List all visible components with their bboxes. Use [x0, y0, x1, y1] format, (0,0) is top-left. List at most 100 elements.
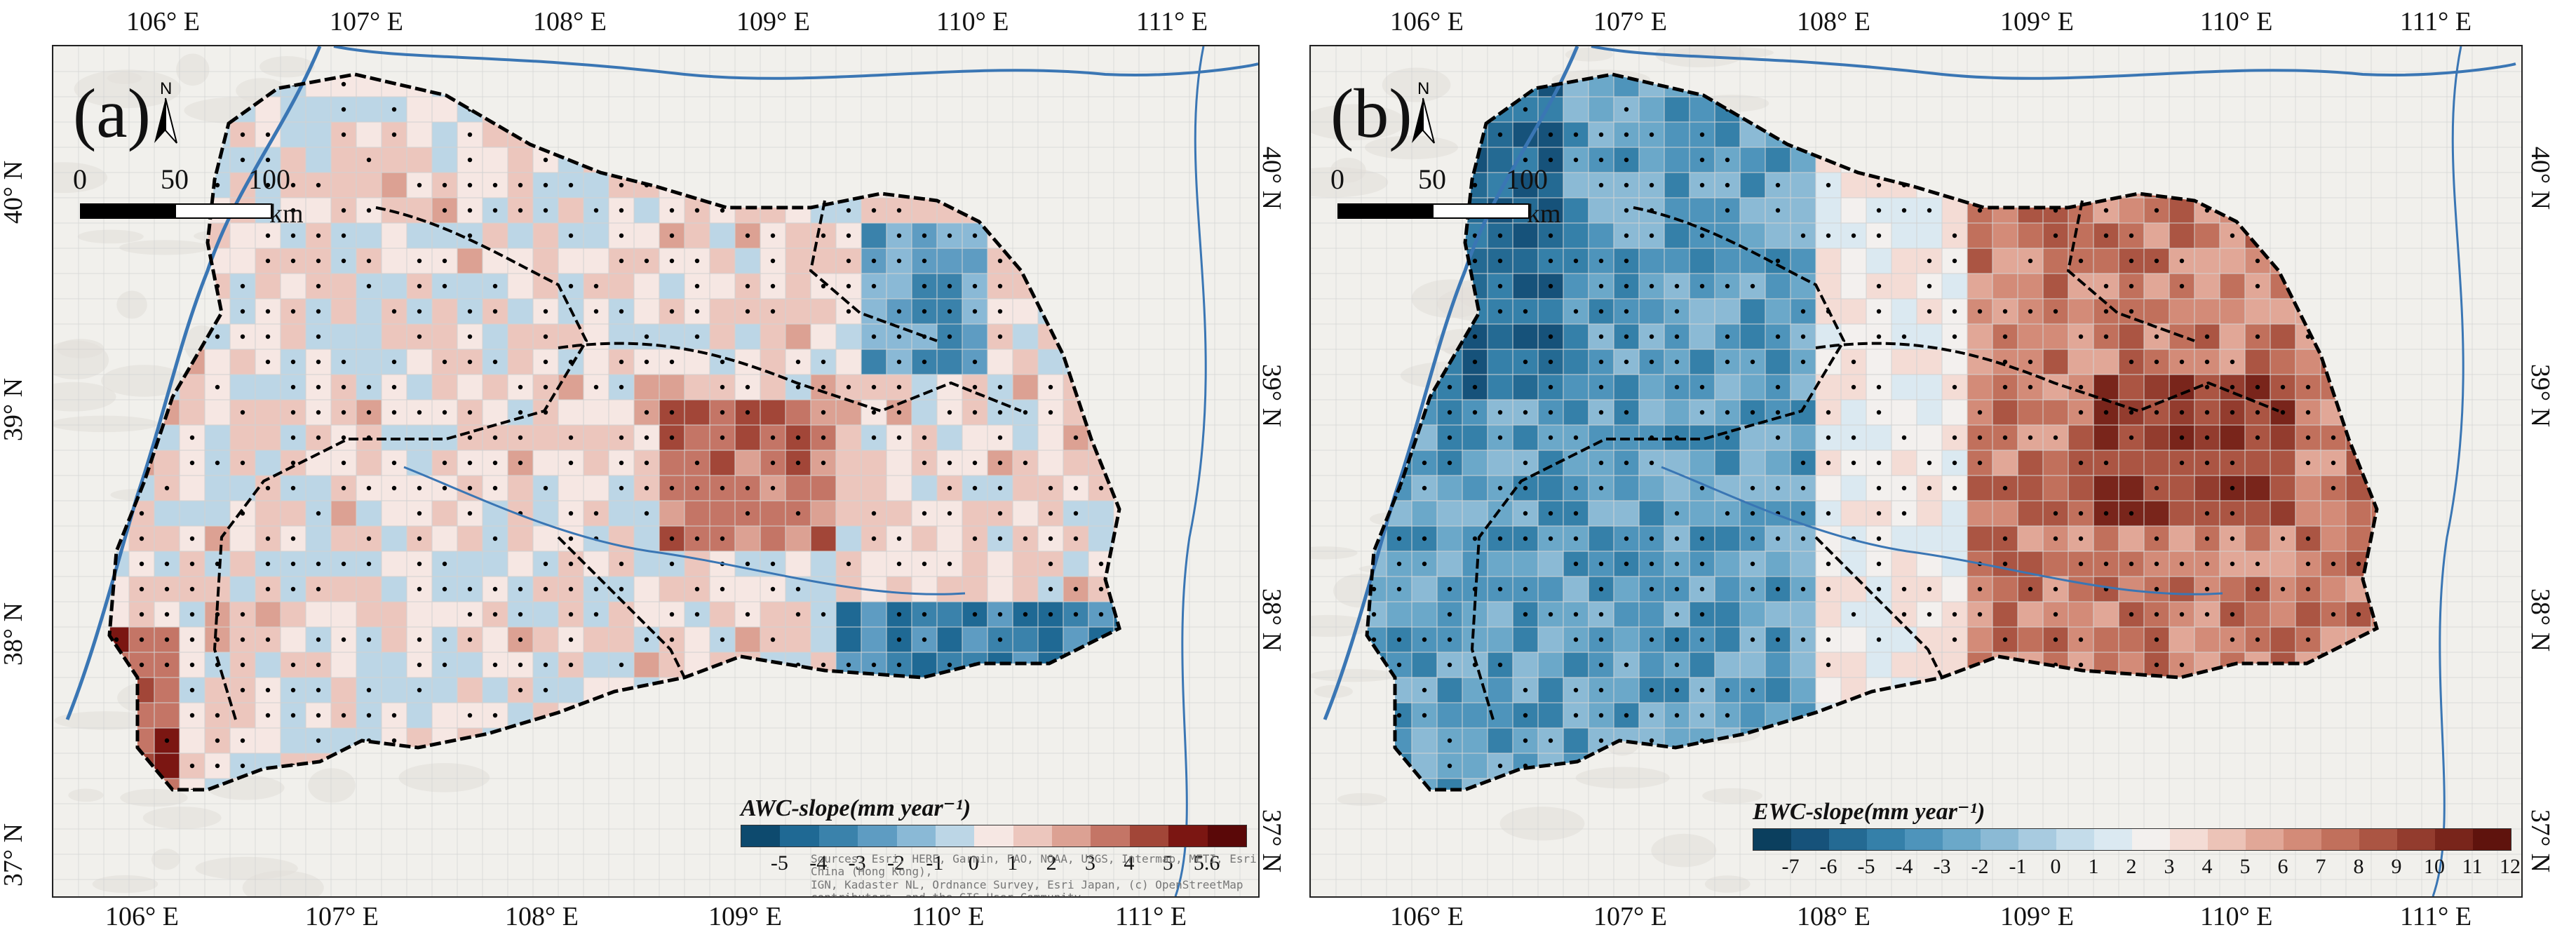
lon-label-bottom: 109° E [2000, 902, 2074, 931]
north-arrow-icon: N [154, 79, 177, 144]
panel-letter-a: (a) [73, 74, 151, 152]
legend-label: 9 [2391, 855, 2402, 878]
lon-label-bottom: 110° E [2200, 902, 2273, 931]
legend-label: 12 [2500, 855, 2521, 878]
scale-bar-a: 0 50 100 km [73, 163, 304, 236]
legend-swatch [1013, 825, 1052, 847]
lat-label-right: 40° N [2526, 146, 2556, 210]
attribution-line-3: contributors, and the GIS User Community [811, 891, 1081, 898]
legend-labels-b: -7 -6 -5 -4 -3 -2 -1 0 1 2 3 4 5 6 7 8 9 10 11 12 [1753, 855, 2521, 880]
legend-swatch [2284, 829, 2321, 850]
attribution-line-2: IGN, Kadaster NL, Ordnance Survey, Esri … [811, 877, 1243, 891]
map-frame-a: (a) N 0 50 100 km AWC-slope(mm year⁻¹) -… [52, 45, 1260, 898]
legend-swatch [2321, 829, 2359, 850]
legend-label: -2 [1971, 855, 1989, 878]
legend-swatch [2132, 829, 2170, 850]
legend-swatch [2018, 829, 2056, 850]
legend-swatch [818, 825, 858, 847]
lon-label-top: 110° E [2200, 7, 2273, 36]
legend-label: -5 [770, 851, 788, 875]
legend-label: 5 [2239, 855, 2251, 878]
map-canvas-a [53, 46, 1258, 896]
legend-label: 4 [1124, 851, 1135, 875]
legend-label: 4 [2201, 855, 2213, 878]
lon-label-bottom: 110° E [912, 902, 985, 931]
scale-unit: km [1527, 199, 1561, 229]
legend-label: 2 [2126, 855, 2137, 878]
lon-label-bottom: 107° E [1593, 902, 1667, 931]
legend-colorbar-a [741, 825, 1247, 847]
legend-label: 7 [2315, 855, 2326, 878]
legend-label: -1 [926, 851, 944, 875]
scale-unit: km [269, 199, 304, 229]
legend-swatch [1943, 829, 1981, 850]
lon-label-top: 110° E [936, 7, 1009, 36]
map-panel-b: (b) N 0 50 100 km EWC-slope(mm year⁻¹) -… [1288, 0, 2576, 944]
legend-label: -2 [887, 851, 905, 875]
lat-label-left: 40° N [0, 160, 29, 224]
legend-title-a: AWC-slope(mm year⁻¹) [741, 795, 971, 821]
legend-swatch [1129, 825, 1169, 847]
legend-swatch [1829, 829, 1867, 850]
lat-label-left: 38° N [0, 602, 29, 666]
lat-label-right: 39° N [2526, 363, 2556, 428]
scale-tick-100: 100 [248, 163, 290, 195]
attribution-line-1: Sources: Esri, HERE, Garmin, FAO, NOAA, … [811, 852, 1257, 879]
lon-label-top: 108° E [533, 7, 607, 36]
lon-label-bottom: 111° E [1115, 902, 1187, 931]
legend-title-b: EWC-slope(mm year⁻¹) [1753, 799, 1985, 825]
legend-swatch [2435, 829, 2473, 850]
legend-swatch [858, 825, 897, 847]
lon-label-top: 107° E [330, 7, 403, 36]
lon-label-top: 111° E [2400, 7, 2472, 36]
panel-letter-b: (b) [1330, 74, 1412, 152]
lat-label-right: 37° N [2526, 809, 2556, 873]
legend-swatch [1791, 829, 1829, 850]
legend-swatch [2170, 829, 2208, 850]
lon-label-bottom: 109° E [708, 902, 782, 931]
legend-label: 0 [968, 851, 979, 875]
map-panel-a: (a) N 0 50 100 km AWC-slope(mm year⁻¹) -… [0, 7, 1287, 931]
lat-label-right: 37° N [1257, 809, 1287, 873]
legend-swatch [2208, 829, 2246, 850]
legend-colorbar-b [1753, 828, 2511, 851]
map-frame-b: (b) N 0 50 100 km EWC-slope(mm year⁻¹) -… [1309, 45, 2523, 898]
legend-swatch [1168, 825, 1208, 847]
legend-swatch [935, 825, 975, 847]
legend-label: 10 [2424, 855, 2445, 878]
legend-swatch [1753, 829, 1791, 850]
lon-label-bottom: 106° E [1390, 902, 1464, 931]
legend-label: 5 [1162, 851, 1173, 875]
lon-label-top: 111° E [1136, 7, 1208, 36]
scale-tick-0: 0 [73, 163, 87, 195]
legend-swatch [974, 825, 1013, 847]
lat-label-left: 39° N [0, 377, 29, 442]
scale-tick-50: 50 [1418, 163, 1446, 195]
lon-label-top: 106° E [126, 7, 200, 36]
lon-label-top: 109° E [736, 7, 810, 36]
legend-swatch [2359, 829, 2397, 850]
legend-label: 1 [2088, 855, 2099, 878]
scale-tick-50: 50 [161, 163, 189, 195]
north-arrow-icon: N [1412, 79, 1435, 144]
legend-label: 1 [1007, 851, 1018, 875]
lat-label-right: 40° N [1257, 146, 1287, 210]
scale-bar-graphic [80, 203, 272, 219]
legend-b: EWC-slope(mm year⁻¹) -7 -6 -5 -4 -3 -2 -1 0 1 2 3 4… [1753, 799, 2521, 891]
legend-swatch [780, 825, 819, 847]
north-label: N [160, 79, 172, 98]
lat-label-right: 38° N [1257, 588, 1287, 652]
scale-bar-b: 0 50 100 km [1330, 163, 1561, 236]
legend-label: -3 [848, 851, 866, 875]
legend-label: -5 [1857, 855, 1875, 878]
lat-label-right: 38° N [2526, 588, 2556, 652]
lon-label-bottom: 108° E [505, 902, 579, 931]
legend-label: -6 [1819, 855, 1837, 878]
scale-bar-graphic [1337, 203, 1530, 219]
legend-label: 11 [2462, 855, 2483, 878]
lon-label-bottom: 108° E [1797, 902, 1870, 931]
north-label: N [1417, 79, 1429, 98]
legend-swatch [741, 825, 781, 847]
legend-swatch [1981, 829, 2018, 850]
legend-label: 3 [2164, 855, 2175, 878]
